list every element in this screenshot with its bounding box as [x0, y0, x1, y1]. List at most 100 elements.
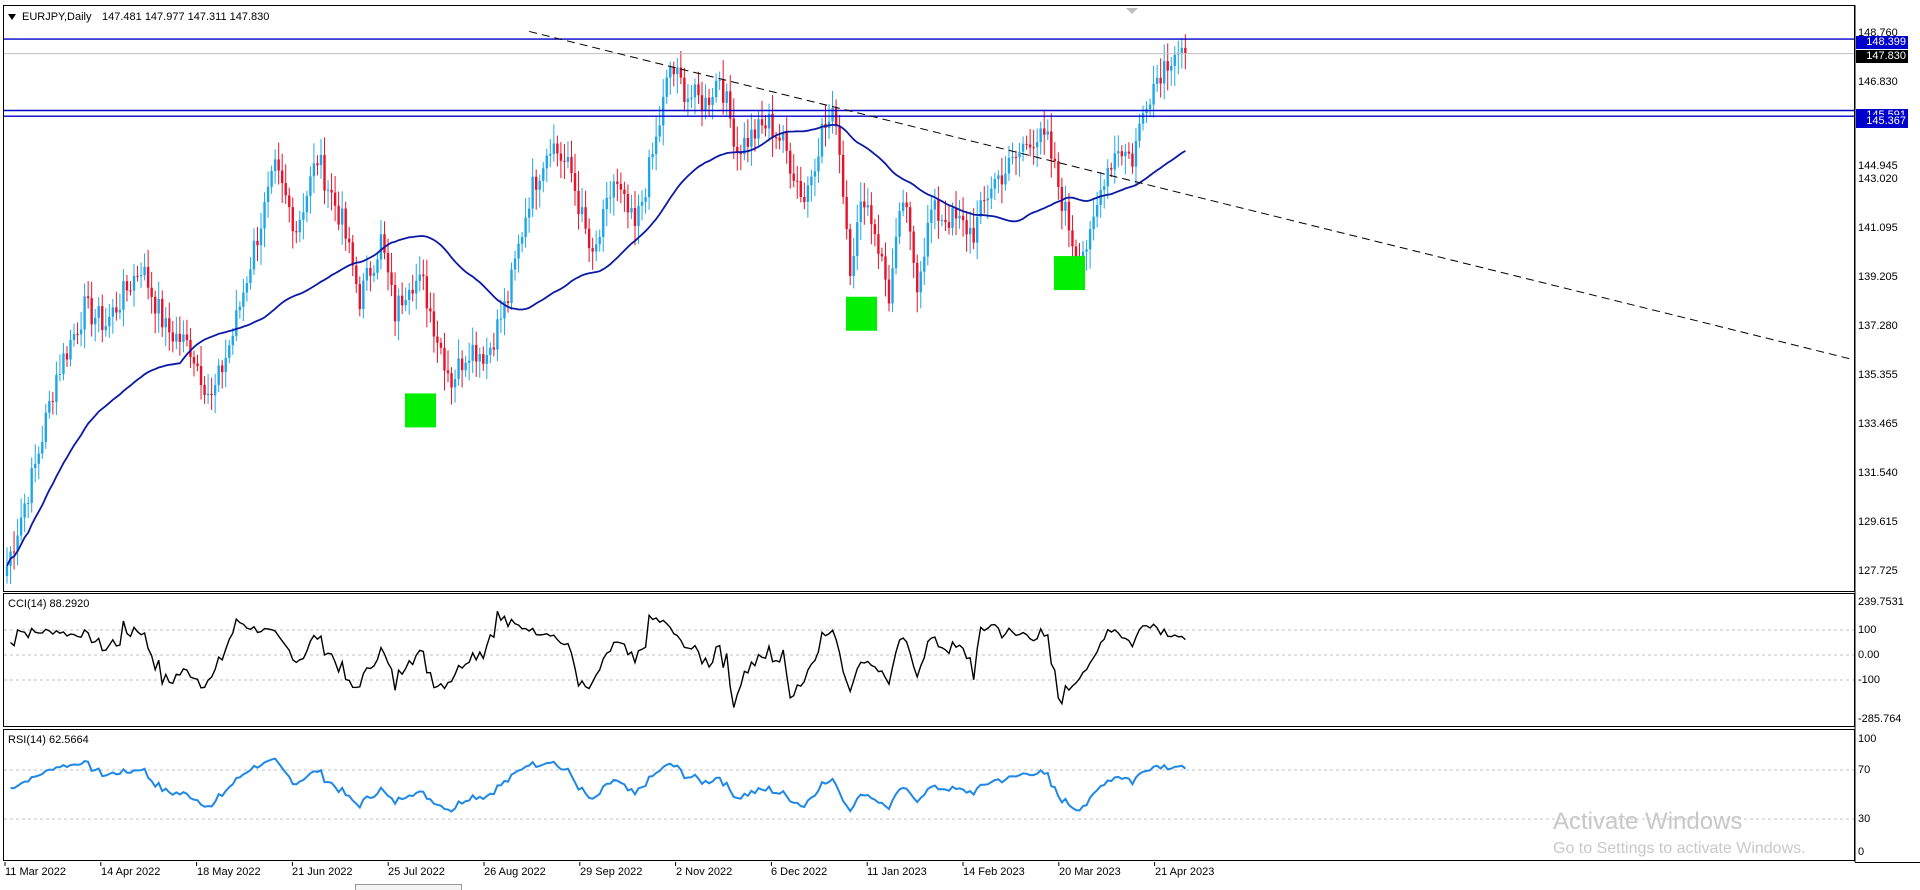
time-axis-label: 18 May 2022 — [197, 866, 261, 878]
candle-body — [122, 281, 125, 310]
candle-body — [467, 360, 471, 363]
candle-body — [1141, 113, 1145, 124]
candle-body — [298, 219, 302, 233]
candle-body — [771, 113, 774, 138]
candle-body — [1004, 173, 1007, 185]
candle-body — [150, 287, 153, 297]
candle-body — [16, 535, 19, 552]
candle-body — [623, 189, 626, 195]
axis-ticks — [4, 862, 1156, 866]
candle-body — [503, 301, 506, 319]
candle-body — [718, 79, 721, 81]
candle-body — [750, 129, 753, 147]
candle-body — [676, 67, 679, 75]
candle-body — [185, 334, 189, 341]
candle-body — [499, 318, 503, 320]
ohlc-readout: 147.481 147.977 147.311 147.830 — [102, 11, 270, 23]
candle-body — [86, 296, 90, 299]
demand-zone-box — [846, 296, 877, 331]
candle-body — [263, 202, 266, 229]
candle-body — [845, 196, 848, 230]
triangle-down-icon[interactable] — [8, 14, 16, 20]
candle-body — [238, 306, 242, 311]
time-axis-label: 14 Feb 2023 — [963, 866, 1025, 878]
candle-body — [609, 197, 612, 199]
candle-body — [831, 107, 834, 122]
candle-body — [545, 155, 548, 169]
price-axis-label: 143.020 — [1858, 173, 1898, 185]
candle-body — [288, 195, 291, 208]
rsi-axis-label: 70 — [1858, 764, 1871, 776]
chart-shift-marker[interactable] — [1126, 8, 1138, 14]
candle-body — [482, 354, 485, 364]
candle-body — [429, 308, 432, 312]
candle-body — [704, 97, 707, 111]
candle-body — [587, 228, 591, 249]
candle-body — [358, 284, 361, 309]
candle-body — [834, 107, 838, 127]
candle-body — [302, 212, 305, 220]
candle-body — [753, 129, 757, 139]
price-tag-resistance[interactable]: 148.399 — [1856, 36, 1908, 49]
candle-body — [221, 365, 224, 373]
candle-body — [217, 365, 220, 386]
candle-body — [348, 238, 351, 243]
candle-body — [746, 137, 750, 147]
candle-body — [774, 137, 778, 139]
candle-body — [432, 311, 436, 337]
candle-body — [439, 342, 443, 348]
candle-body — [129, 290, 132, 292]
candle-body — [37, 453, 40, 464]
candle-body — [838, 126, 841, 155]
candle-body — [997, 175, 1000, 180]
candle-body — [411, 289, 414, 294]
candle-body — [559, 153, 563, 161]
candle-body — [968, 227, 972, 235]
candle-body — [41, 441, 44, 454]
cci-axis-label: 100 — [1858, 624, 1877, 636]
demand-zone-box — [405, 393, 436, 428]
candle-body — [894, 236, 898, 269]
candle-body — [400, 295, 404, 306]
candle-body — [916, 262, 919, 293]
candle-body — [1057, 161, 1060, 187]
candle-body — [72, 333, 76, 341]
candle-body — [714, 80, 718, 98]
candle-body — [954, 207, 958, 219]
candle-body — [1148, 104, 1152, 109]
candle-body — [312, 163, 316, 177]
candle-body — [203, 384, 206, 396]
candle-body — [143, 266, 146, 276]
candle-body — [55, 374, 58, 402]
candle-body — [884, 256, 887, 280]
trendline[interactable] — [529, 30, 1854, 361]
cci-axis-label: 0.00 — [1858, 649, 1880, 661]
candle-body — [1159, 77, 1162, 84]
candle-body — [34, 463, 37, 469]
candle-body — [1088, 229, 1092, 250]
candle-body — [933, 200, 937, 210]
candle-body — [577, 190, 580, 215]
candle-body — [443, 347, 446, 371]
candle-body — [168, 318, 171, 333]
candle-body — [732, 118, 735, 147]
candle-body — [630, 208, 633, 213]
candle-body — [767, 113, 771, 129]
candle-body — [926, 222, 930, 257]
candle-body — [178, 333, 182, 342]
candle-body — [619, 183, 623, 190]
candle-body — [44, 412, 48, 442]
candle-body — [1117, 151, 1120, 154]
chart-tab[interactable] — [355, 884, 462, 890]
candle-body — [566, 156, 570, 162]
candle-body — [330, 189, 333, 193]
candle-body — [323, 154, 326, 191]
price-tag-support-lower[interactable]: 145.367 — [1856, 115, 1908, 128]
horizontal-levels[interactable] — [4, 38, 1854, 117]
candle-body — [1120, 151, 1124, 157]
candle-body — [637, 205, 640, 227]
demand-zones[interactable] — [405, 256, 1085, 428]
candle-body — [852, 256, 855, 276]
